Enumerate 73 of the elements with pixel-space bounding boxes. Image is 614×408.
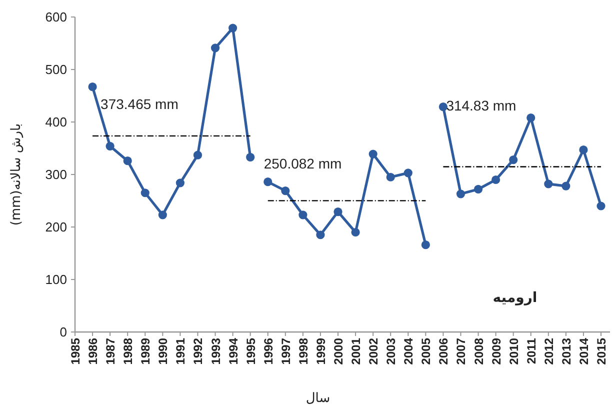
- x-tick-label: 1999: [314, 338, 328, 365]
- point: [123, 156, 132, 166]
- point: [193, 150, 202, 160]
- point: [246, 152, 255, 162]
- x-tick-label: 2011: [524, 338, 538, 364]
- x-tick-label: 1995: [244, 338, 258, 365]
- x-tick-label: 2001: [349, 338, 364, 365]
- x-tick-label: 1985: [68, 338, 82, 365]
- x-tick-label: 2013: [559, 338, 574, 365]
- x-tick-label: 1992: [191, 338, 206, 365]
- annotation: 250.082 mm: [264, 156, 342, 172]
- point: [544, 180, 553, 188]
- point: [421, 240, 430, 250]
- point: [158, 210, 167, 220]
- x-tick-label: 2008: [472, 338, 486, 365]
- x-tick-label: 1986: [86, 338, 100, 365]
- x-tick-label: 2014: [576, 338, 591, 365]
- y-tick-label: 0: [60, 324, 67, 340]
- x-tick-label: 2003: [384, 338, 398, 365]
- point: [298, 210, 308, 220]
- y-tick-label: 100: [45, 272, 67, 287]
- point: [88, 82, 97, 92]
- x-tick-label: 2009: [489, 338, 504, 365]
- x-tick-label: 2007: [454, 338, 468, 365]
- point: [368, 150, 378, 158]
- point: [210, 44, 220, 52]
- point: [492, 175, 500, 184]
- x-tick-label: 2012: [542, 338, 556, 365]
- x-tick-label: 2000: [332, 338, 346, 365]
- x-tick-label: 1991: [174, 338, 188, 365]
- x-tick-label: 1987: [104, 338, 118, 365]
- x-axis-title: سال: [306, 391, 330, 406]
- y-tick-label: 400: [45, 114, 67, 130]
- x-tick-label: 1998: [296, 338, 310, 365]
- x-tick-label: 1997: [278, 338, 293, 365]
- x-tick-label: 1989: [138, 338, 153, 365]
- y-tick-label: 600: [45, 10, 67, 24]
- x-tick-label: 2015: [594, 338, 608, 365]
- point: [176, 178, 184, 188]
- x-tick-label: 2006: [436, 338, 451, 365]
- y-tick-label: 300: [45, 167, 67, 182]
- point: [140, 188, 150, 198]
- x-tick-label: 1988: [121, 338, 136, 365]
- point: [596, 202, 606, 210]
- annotation: 373.465 mm: [100, 96, 178, 112]
- x-tick-label: 1996: [261, 338, 276, 365]
- point: [579, 146, 588, 154]
- point: [456, 190, 466, 198]
- point: [351, 228, 360, 237]
- point: [281, 186, 290, 196]
- y-tick-label: 200: [45, 220, 67, 234]
- x-tick-label: 2005: [419, 338, 434, 365]
- point: [474, 184, 483, 194]
- point: [509, 156, 518, 164]
- point: [106, 142, 114, 150]
- point: [404, 168, 412, 178]
- point: [334, 207, 342, 216]
- point: [526, 114, 536, 122]
- x-tick-label: 2010: [506, 338, 521, 365]
- y-axis-title: بارش سالانه(mm): [9, 123, 24, 226]
- x-tick-label: 1990: [156, 338, 170, 365]
- point: [562, 182, 570, 190]
- point: [316, 230, 325, 240]
- y-tick-label: 500: [45, 62, 67, 77]
- point: [228, 24, 238, 32]
- x-tick-label: 1994: [226, 338, 240, 365]
- annotation: 314.83 mm: [446, 98, 516, 114]
- x-tick-label: 2002: [366, 338, 381, 365]
- point: [264, 178, 272, 186]
- x-tick-label: 1993: [208, 338, 223, 365]
- point: [386, 172, 395, 182]
- annotation: ارومیه: [492, 290, 538, 306]
- x-tick-label: 2004: [402, 338, 416, 365]
